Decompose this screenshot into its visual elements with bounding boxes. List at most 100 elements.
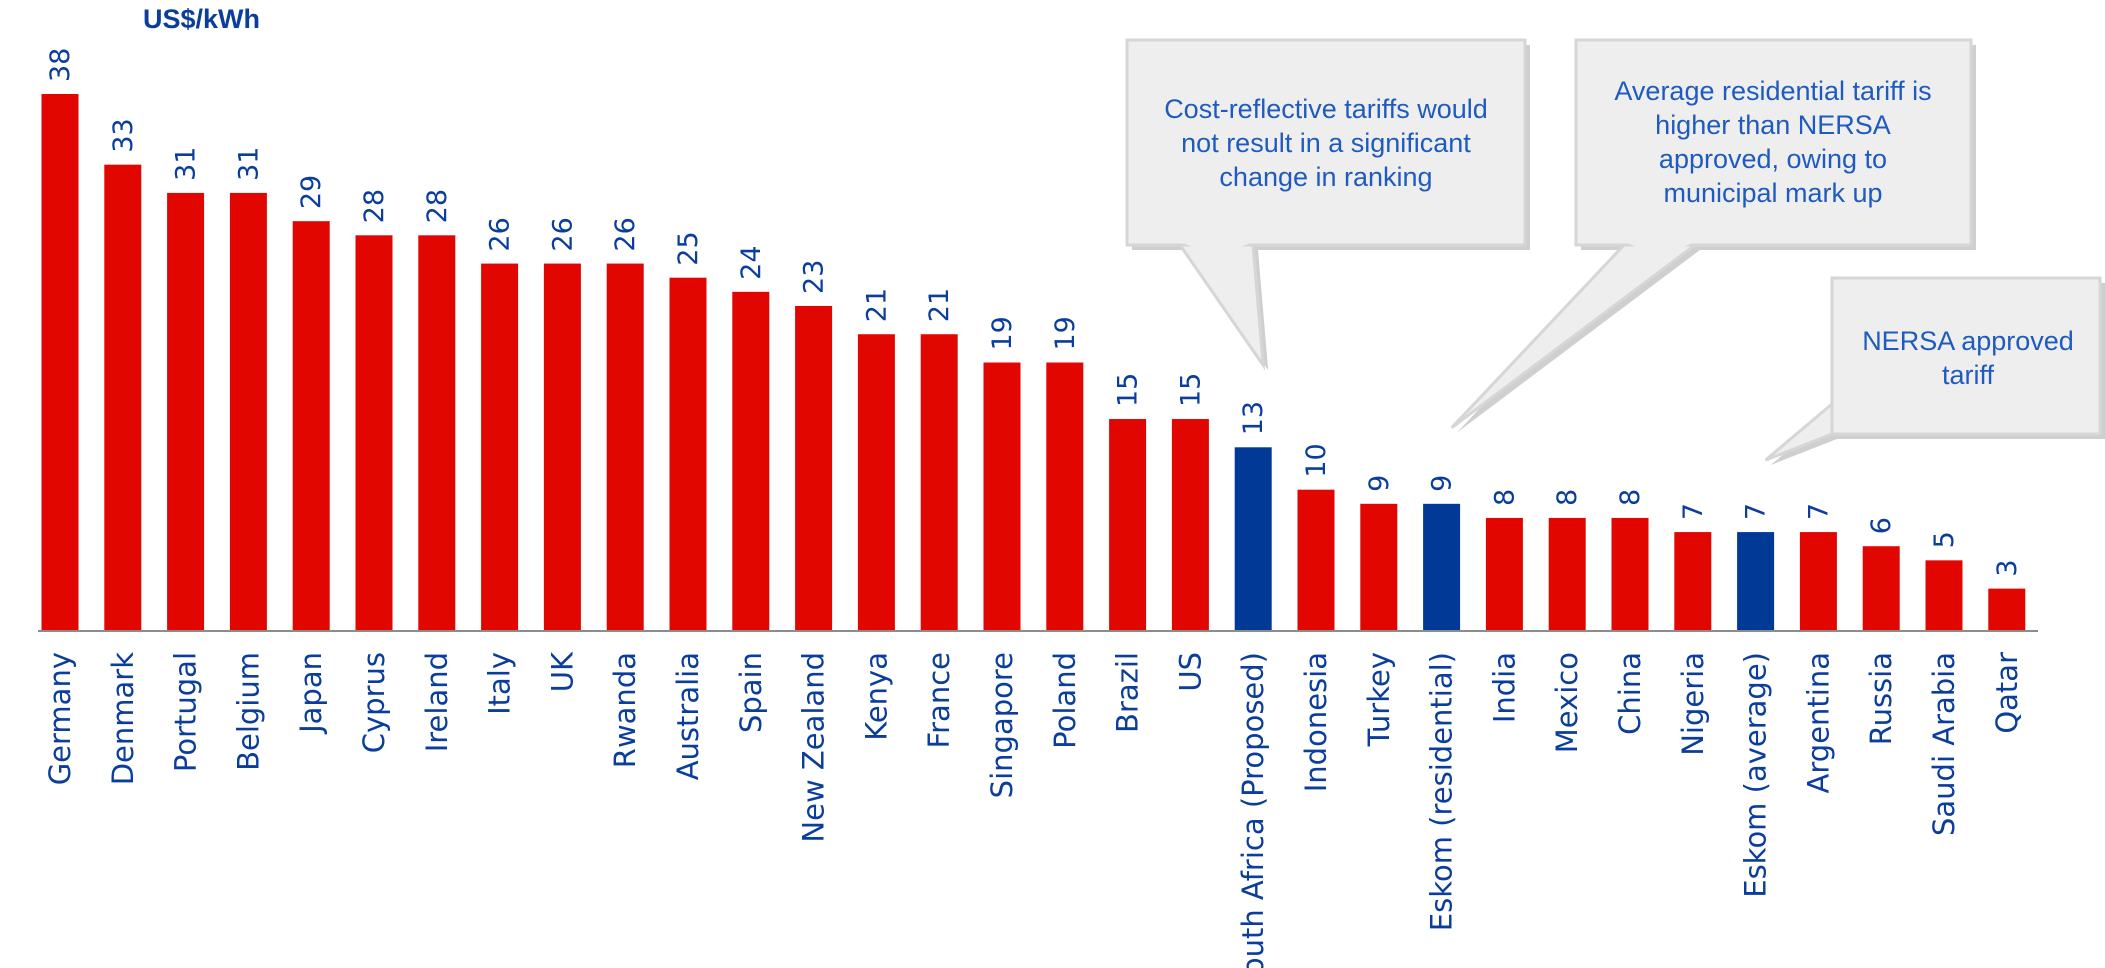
bar-france xyxy=(920,334,958,631)
category-label: Nigeria xyxy=(1676,652,1710,756)
category-label: Singapore xyxy=(985,652,1019,798)
category-label: New Zealand xyxy=(797,652,831,843)
value-label: 9 xyxy=(1364,475,1395,492)
value-label: 33 xyxy=(108,118,139,152)
value-label: 29 xyxy=(296,175,327,209)
bar-turkey xyxy=(1360,503,1398,631)
callout-box xyxy=(1574,38,1973,247)
category-label: Mexico xyxy=(1550,652,1584,753)
callout-pointer xyxy=(1450,243,1700,430)
bar-poland xyxy=(1046,362,1084,631)
category-label: France xyxy=(922,652,956,748)
bar-south-africa-proposed xyxy=(1234,447,1272,631)
value-label: 3 xyxy=(1992,559,2023,576)
value-label: 8 xyxy=(1552,489,1583,506)
callout-text: Cost-reflective tariffs would xyxy=(1164,94,1488,124)
value-label: 10 xyxy=(1301,443,1332,477)
callout-pointer xyxy=(1177,243,1266,371)
category-label: Indonesia xyxy=(1299,652,1333,792)
callout-seam xyxy=(1183,243,1250,257)
bar-eskom-residential xyxy=(1423,503,1461,631)
value-label: 25 xyxy=(673,231,704,265)
value-label: 13 xyxy=(1238,401,1269,435)
value-label: 21 xyxy=(861,288,892,322)
category-label: Brazil xyxy=(1111,652,1145,733)
value-label: 28 xyxy=(422,189,453,223)
category-label: Spain xyxy=(734,652,768,733)
category-label: Cyprus xyxy=(357,652,391,753)
bar-cyprus xyxy=(355,235,393,631)
value-label: 15 xyxy=(1113,373,1144,407)
category-label: Australia xyxy=(671,652,705,780)
value-label: 6 xyxy=(1866,517,1897,534)
bar-kenya xyxy=(857,334,895,631)
callout-text: Average residential tariff is xyxy=(1614,76,1931,106)
bar-portugal xyxy=(167,192,205,631)
category-label: Argentina xyxy=(1801,652,1835,793)
category-label: China xyxy=(1613,652,1647,735)
bar-uk xyxy=(543,263,581,631)
category-label: India xyxy=(1487,652,1521,723)
value-label: 26 xyxy=(547,217,578,251)
bar-argentina xyxy=(1799,532,1837,631)
callout-text: change in ranking xyxy=(1219,162,1432,192)
category-label: Eskom (residential) xyxy=(1425,652,1459,931)
callout-seam xyxy=(1627,243,1692,257)
bar-spain xyxy=(732,291,770,631)
bar-new-zealand xyxy=(795,305,833,631)
bar-denmark xyxy=(104,164,142,631)
bar-eskom-average xyxy=(1737,532,1775,631)
category-label: Qatar xyxy=(1990,652,2024,734)
category-label: Russia xyxy=(1864,652,1898,745)
y-axis-unit-label: US$/kWh xyxy=(143,4,261,34)
value-label: 31 xyxy=(171,147,202,181)
category-label: Belgium xyxy=(231,652,265,771)
callout-pointer-shadow xyxy=(1456,250,1700,433)
category-label: Portugal xyxy=(169,652,203,772)
callout-text: approved, owing to xyxy=(1659,144,1887,174)
callout-text: not result in a significant xyxy=(1181,128,1471,158)
category-label: Germany xyxy=(43,652,77,785)
callout-box xyxy=(1830,276,2102,436)
bar-indonesia xyxy=(1297,489,1335,631)
bar-russia xyxy=(1862,546,1900,631)
category-label: Kenya xyxy=(859,652,893,741)
bar-australia xyxy=(669,277,707,631)
bar-rwanda xyxy=(606,263,644,631)
category-label: Ireland xyxy=(420,652,454,752)
bar-germany xyxy=(41,94,79,631)
value-label: 8 xyxy=(1615,489,1646,506)
value-label: 24 xyxy=(736,245,767,279)
bar-italy xyxy=(481,263,519,631)
callout-pointer xyxy=(1764,400,1834,462)
bar-us xyxy=(1171,419,1209,631)
value-label: 7 xyxy=(1803,503,1834,520)
value-label: 19 xyxy=(1050,316,1081,350)
value-label: 19 xyxy=(987,316,1018,350)
bar-japan xyxy=(292,221,330,631)
value-label: 15 xyxy=(1175,373,1206,407)
category-label: Eskom (average) xyxy=(1739,652,1773,898)
value-label: 38 xyxy=(45,48,76,82)
value-label: 21 xyxy=(924,288,955,322)
bar-qatar xyxy=(1988,588,2026,631)
callout-text: municipal mark up xyxy=(1663,178,1882,208)
value-label: 9 xyxy=(1427,475,1458,492)
category-label: Turkey xyxy=(1362,652,1396,747)
value-label: 7 xyxy=(1678,503,1709,520)
bar-ireland xyxy=(418,235,456,631)
category-label: Japan xyxy=(294,652,328,735)
category-label: UK xyxy=(545,651,579,692)
callout-text: tariff xyxy=(1942,360,1995,390)
bar-india xyxy=(1485,517,1523,631)
category-label: Denmark xyxy=(106,652,140,785)
bar-china xyxy=(1611,517,1649,631)
bar-mexico xyxy=(1548,517,1586,631)
value-label: 5 xyxy=(1929,531,1960,548)
category-label: Italy xyxy=(483,652,517,715)
category-label: US xyxy=(1173,652,1207,692)
value-label: 31 xyxy=(233,147,264,181)
value-label: 26 xyxy=(485,217,516,251)
category-label: South Africa (Proposed) xyxy=(1236,652,1270,968)
